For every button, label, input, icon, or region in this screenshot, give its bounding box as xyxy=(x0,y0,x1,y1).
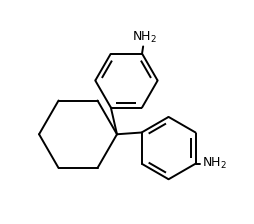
Text: NH$_2$: NH$_2$ xyxy=(202,156,227,171)
Text: NH$_2$: NH$_2$ xyxy=(132,30,157,45)
